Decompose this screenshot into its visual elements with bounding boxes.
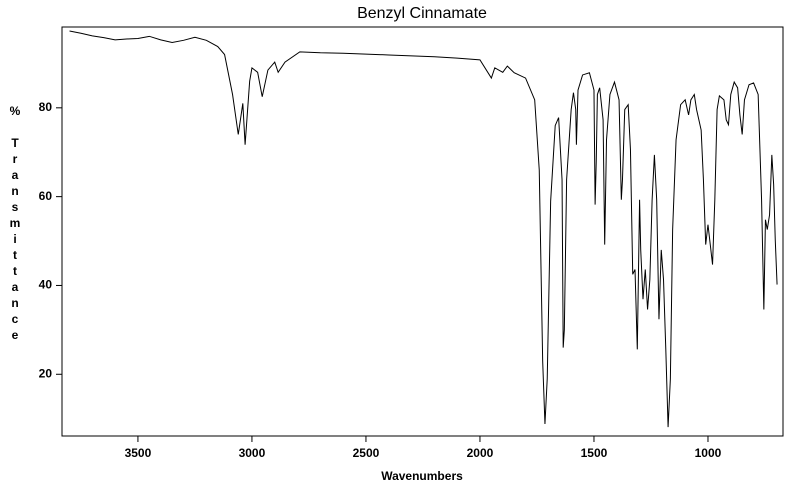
x-tick-label: 1000 xyxy=(695,446,722,460)
x-axis-label: Wavenumbers xyxy=(381,469,463,483)
x-tick-label: 3500 xyxy=(125,446,152,460)
plot-frame xyxy=(61,26,784,437)
x-tick-label: 1500 xyxy=(581,446,608,460)
y-tick-label: 60 xyxy=(39,189,53,203)
x-tick-label: 2500 xyxy=(353,446,380,460)
x-tick-label: 3000 xyxy=(239,446,266,460)
y-tick-label: 20 xyxy=(39,366,53,380)
y-tick-label: 80 xyxy=(39,100,53,114)
y-tick-label: 40 xyxy=(39,278,53,292)
x-tick-label: 2000 xyxy=(467,446,494,460)
spectrum-line xyxy=(69,30,778,428)
chart-title: Benzyl Cinnamate xyxy=(357,5,487,22)
